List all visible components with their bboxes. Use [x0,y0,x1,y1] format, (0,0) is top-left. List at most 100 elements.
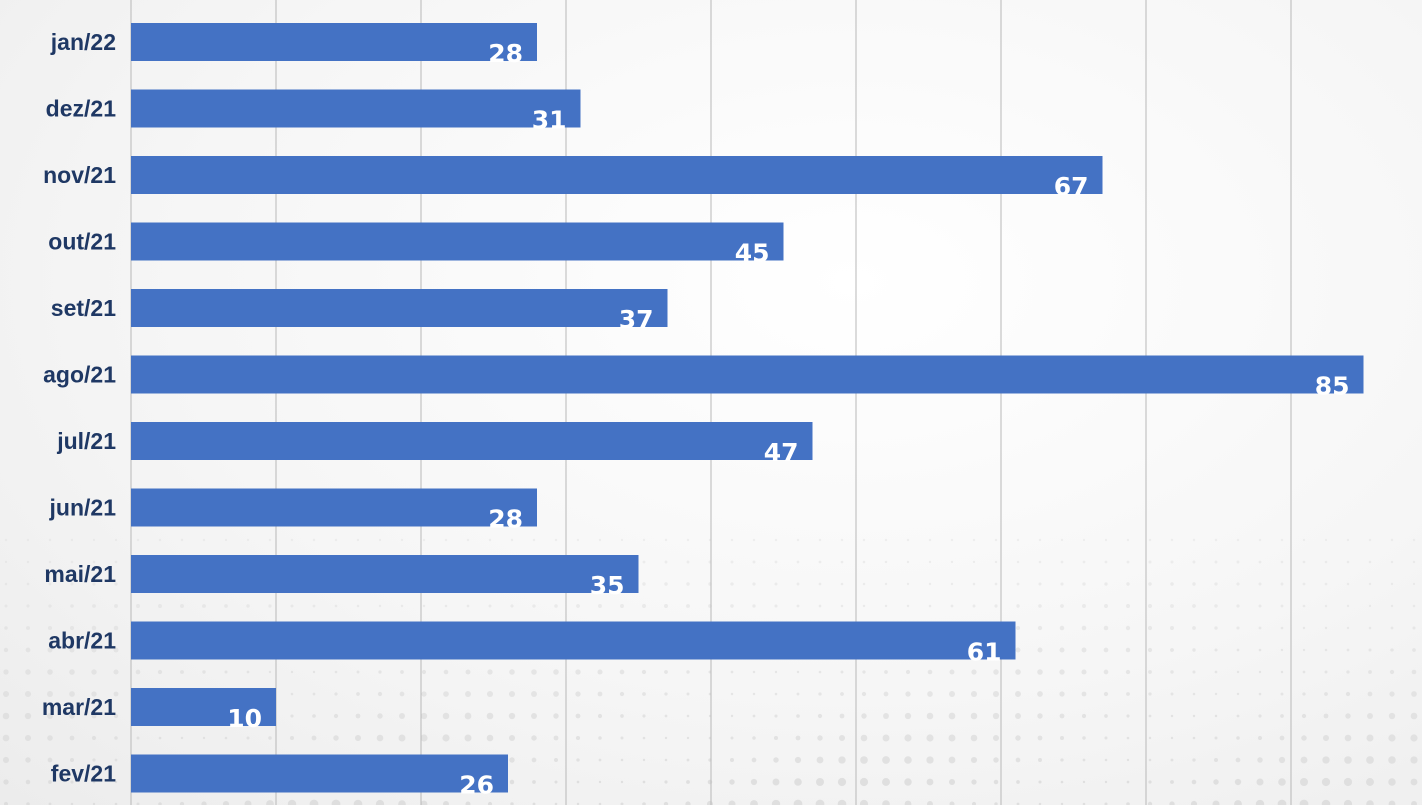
background-dot [1324,670,1328,674]
background-dot [686,560,690,564]
background-dot [136,736,140,740]
background-dot [268,538,272,542]
background-dot [1214,604,1218,608]
background-dot [24,734,32,742]
background-dot [1214,538,1218,542]
background-dot [1257,757,1263,763]
background-dot [1016,538,1020,542]
background-dot [1037,691,1043,697]
category-label: mar/21 [42,694,116,720]
background-dot [356,604,360,608]
background-dot [1015,735,1021,741]
category-label: abr/21 [48,628,116,654]
background-dot [2,690,10,698]
background-dot [1060,780,1064,784]
background-dot [620,780,624,784]
background-dot [92,538,96,542]
background-dot [532,802,536,805]
background-dot [950,560,954,564]
background-dot [158,538,162,542]
background-dot [1368,582,1372,586]
background-dot [92,758,96,762]
background-dot [1302,604,1306,608]
background-dot [1280,714,1284,718]
background-dot [1258,604,1262,608]
background-dot [771,799,781,805]
background-dot [399,691,405,697]
category-label: ago/21 [43,362,116,388]
background-dot [287,799,297,805]
background-dot [1038,582,1042,586]
background-dot [1192,560,1196,564]
background-dot [487,801,493,805]
background-dot [157,669,163,675]
background-dot [1170,692,1174,696]
background-dot [509,669,515,675]
background-dot [817,713,823,719]
background-dot [70,758,74,762]
gridlines [130,0,1292,805]
background-dot [1411,691,1417,697]
background-dot [91,735,97,741]
background-dot [597,713,603,719]
background-dot [598,604,602,608]
background-dot [420,712,428,720]
background-dot [202,670,206,674]
background-dot [882,800,890,805]
background-dot [972,538,976,542]
background-dot [70,582,74,586]
data-label: 26 [459,771,494,800]
background-dot [730,692,734,696]
background-dot [70,780,74,784]
background-dot [686,780,690,784]
background-dot [508,690,516,698]
background-dot [1103,625,1109,631]
background-dot [1104,780,1108,784]
category-label: out/21 [48,229,116,255]
background-dot [25,779,31,785]
background-dot [1343,799,1353,805]
background-dot [1346,670,1350,674]
background-dot [114,582,118,586]
background-dot [752,714,756,718]
background-dot [862,582,866,586]
background-dot [994,560,998,564]
background-dot [1346,648,1350,652]
background-dot [290,714,294,718]
background-dot [1390,582,1394,586]
background-dot [48,560,52,564]
background-dot [1148,714,1152,718]
background-dot [268,670,272,674]
background-dot [752,736,756,740]
background-dot [1280,604,1284,608]
background-dot [1170,560,1174,564]
background-dot [224,736,228,740]
background-dot [1412,582,1416,586]
background-dot [774,582,778,586]
background-dot [290,692,294,696]
background-dot [1344,756,1352,764]
background-dot [1258,692,1262,696]
background-dot [443,801,449,805]
background-dot [664,538,668,542]
background-dot [1258,538,1262,542]
data-labels: 28 31 67 45 37 85 47 28 35 61 10 26 [227,39,1349,800]
background-dot [598,780,602,784]
background-dot [113,647,119,653]
background-dot [686,670,690,674]
background-dot [48,538,52,542]
background-dot [992,712,1000,720]
background-dot [398,734,406,742]
background-dot [465,801,471,805]
background-dot [970,690,978,698]
background-dot [1302,538,1306,542]
background-dot [92,604,96,608]
background-dot [224,604,228,608]
background-dot [993,669,999,675]
background-dot [994,538,998,542]
background-dot [531,735,537,741]
background-dot [422,538,426,542]
background-dot [531,757,537,763]
background-dot [290,538,294,542]
bar [131,89,581,128]
